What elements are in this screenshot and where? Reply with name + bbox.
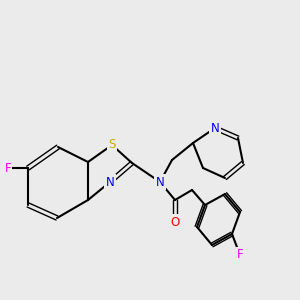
Text: N: N xyxy=(211,122,219,134)
Text: N: N xyxy=(106,176,114,188)
Text: O: O xyxy=(170,215,180,229)
Text: F: F xyxy=(237,248,243,262)
Text: S: S xyxy=(108,139,116,152)
Text: F: F xyxy=(5,161,11,175)
Text: N: N xyxy=(156,176,164,188)
